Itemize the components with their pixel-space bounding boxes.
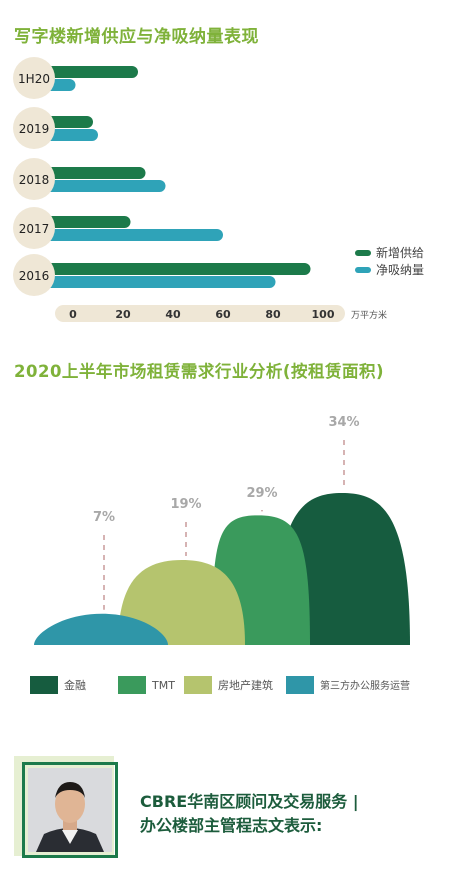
bar-2017-净吸纳量 [42,229,223,241]
legend-label-TMT: TMT [151,679,175,692]
legend-swatch-房地产建筑 [184,676,212,694]
percent-label-第三方办公服务运营: 7% [93,510,115,525]
mountain-房地产建筑 [118,560,245,645]
legend-swatch [355,267,371,273]
x-unit-label: 万平方米 [351,309,387,321]
x-tick-label: 20 [115,308,131,321]
year-badge [13,254,55,296]
year-label: 2019 [19,122,50,136]
year-label: 1H20 [18,72,50,86]
bar-2016-新增供给 [42,263,311,275]
bar-1H20-新增供给 [42,66,138,78]
x-tick-label: 60 [215,308,231,321]
legend-swatch-金融 [30,676,58,694]
year-badge [13,57,55,99]
quote-text: CBRE华南区顾问及交易服务 | 办公楼部主管程志文表示: [140,790,359,838]
bar-2018-净吸纳量 [42,180,166,192]
percent-label-金融: 34% [328,415,359,430]
year-badge [13,207,55,249]
bar-2018-新增供给 [42,167,146,179]
legend-label-金融: 金融 [64,678,86,692]
legend-label: 新增供给 [376,245,424,260]
quote-line-2: 办公楼部主管程志文表示: [140,816,323,835]
mountain-第三方办公服务运营 [34,613,168,645]
supply-absorption-bar-chart: 1H20 2019 2018 2017 2016 0 20 40 60 80 100 万平方米 新增供给… [13,57,424,322]
year-badge [13,107,55,149]
bar-2017-新增供给 [42,216,131,228]
legend-swatch [355,250,371,256]
photo-frame [22,762,118,858]
year-label: 2016 [19,269,50,283]
bar-2019-净吸纳量 [42,129,98,141]
x-tick-label: 80 [265,308,281,321]
year-badge [13,158,55,200]
chart1-title: 写字楼新增供应与净吸纳量表现 [14,27,259,47]
legend-label-第三方办公服务运营: 第三方办公服务运营 [320,679,410,692]
chart2-title: 2020上半年市场租赁需求行业分析(按租赁面积) [14,362,385,381]
bar-2016-净吸纳量 [42,276,276,288]
x-tick-label: 40 [165,308,181,321]
year-label: 2017 [19,222,50,236]
percent-label-TMT: 29% [246,486,277,501]
legend-swatch-第三方办公服务运营 [286,676,314,694]
x-tick-label: 0 [69,308,77,321]
quote-line-1: CBRE华南区顾问及交易服务 | [140,792,359,811]
legend-label-房地产建筑: 房地产建筑 [218,678,273,692]
legend-swatch-TMT [118,676,146,694]
x-tick-label: 100 [312,308,335,321]
year-label: 2018 [19,173,50,187]
quote-block: CBRE华南区顾问及交易服务 | 办公楼部主管程志文表示: [14,756,456,869]
legend-label: 净吸纳量 [376,263,424,277]
percent-label-房地产建筑: 19% [170,497,201,512]
x-axis-band [55,305,345,322]
portrait-photo [28,768,112,852]
